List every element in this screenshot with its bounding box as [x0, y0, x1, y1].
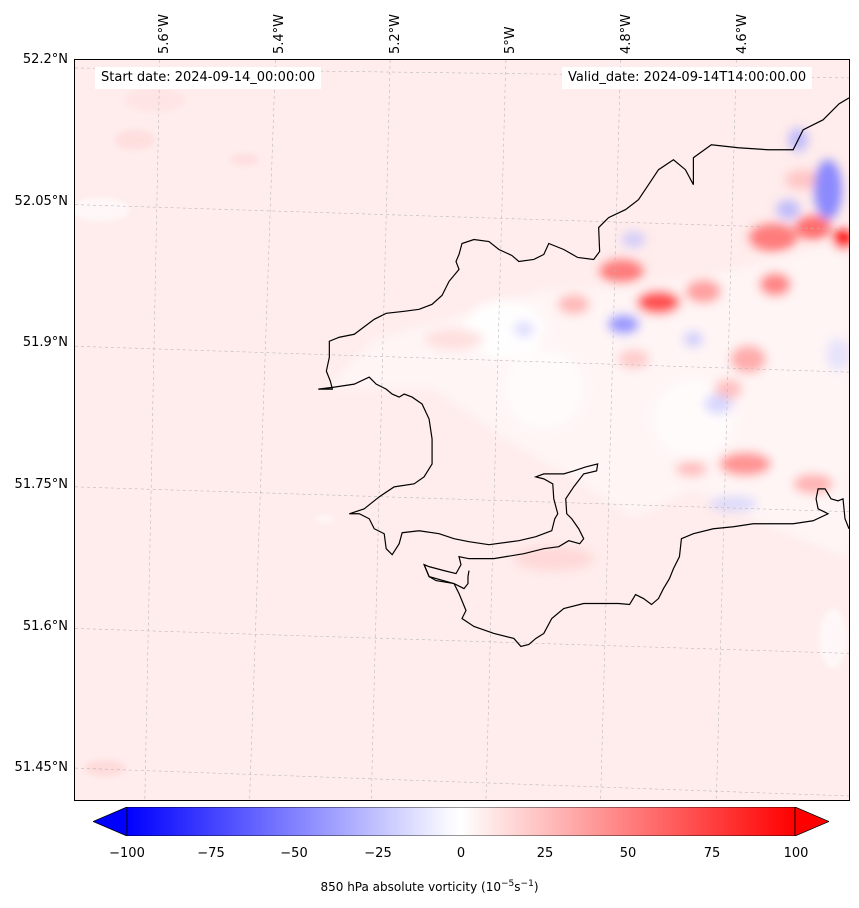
- colorbar-tick: −50: [280, 846, 308, 861]
- colorbar-tick: 75: [703, 846, 721, 861]
- valid-date-label: Valid_date: 2024-09-14T14:00:00.00: [562, 67, 813, 89]
- colorbar-min-extend: [93, 807, 128, 836]
- lon-label-5-2: 5.2°W: [388, 13, 403, 54]
- lat-label-51-45: 51.45°N: [14, 760, 68, 775]
- colorbar-ramp: [126, 807, 796, 836]
- colorbar-tick: 50: [619, 846, 637, 861]
- colorbar-tick: 0: [456, 846, 466, 861]
- lon-label-5-6: 5.6°W: [157, 13, 172, 54]
- colorbar-tick: −25: [364, 846, 392, 861]
- colorbar-tick: −75: [197, 846, 225, 861]
- vorticity-field: [324, 127, 849, 571]
- start-date-label: Start date: 2024-09-14_00:00:00: [95, 67, 322, 89]
- ocean-field: [75, 87, 848, 777]
- lat-label-51-75: 51.75°N: [14, 477, 68, 492]
- land-low-vorticity-region: [324, 239, 849, 559]
- lon-label-4-8: 4.8°W: [619, 13, 634, 54]
- colorbar-max-extend: [794, 807, 829, 836]
- colorbar: [93, 807, 829, 836]
- colorbar-tick: 100: [783, 846, 809, 861]
- colorbar-tick: 25: [536, 846, 554, 861]
- lat-label-51-6: 51.6°N: [22, 619, 68, 634]
- colorbar-tick: −100: [109, 846, 145, 861]
- lat-label-52-2: 52.2°N: [22, 52, 68, 67]
- colorbar-label: 850 hPa absolute vorticity (10−5s−1): [320, 879, 539, 894]
- coastline: [318, 97, 849, 648]
- lat-label-52-05: 52.05°N: [14, 194, 68, 209]
- lon-label-5-0: 5°W: [503, 26, 518, 54]
- lon-label-4-6: 4.6°W: [735, 13, 750, 54]
- lat-label-51-9: 51.9°N: [22, 335, 68, 350]
- graticule: [75, 60, 849, 800]
- lon-label-5-4: 5.4°W: [272, 13, 287, 54]
- vorticity-map: [74, 59, 850, 801]
- map-canvas: [75, 60, 849, 800]
